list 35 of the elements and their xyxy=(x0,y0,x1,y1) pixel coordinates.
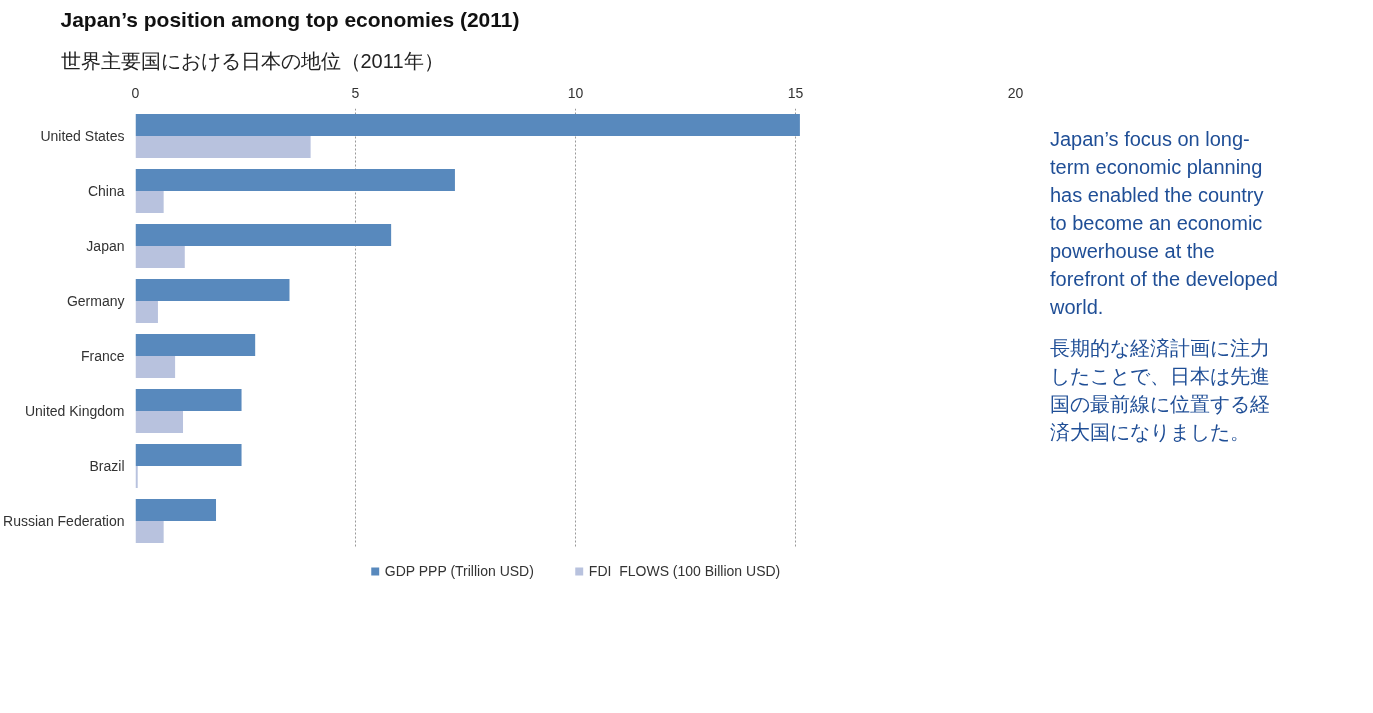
y-tick-label: Russian Federation xyxy=(3,513,125,529)
bar xyxy=(135,466,138,488)
bar xyxy=(135,246,185,268)
bar xyxy=(135,191,164,213)
y-tick-label: France xyxy=(80,348,125,364)
bar xyxy=(135,499,217,521)
y-tick-label: United Kingdom xyxy=(24,403,125,419)
text: 長期的な経済計画に注力したことで、日本は先進国の最前線に位置する経済大国になりました。 xyxy=(1050,336,1271,445)
bar xyxy=(135,521,164,543)
x-tick-label: 5 xyxy=(351,84,360,101)
text: Japan’s focus on long-term economic planning has enabled the country to become an economic powerhouse at the forefront of the developed world. xyxy=(1050,127,1279,320)
bar xyxy=(135,444,242,466)
chart-subtitle: 世界主要国における日本の地位（2011年） xyxy=(60,50,444,72)
bar xyxy=(135,411,184,433)
chart-title: Japan’s position among top economies (2011) xyxy=(60,7,520,31)
bar xyxy=(135,169,455,191)
bar xyxy=(135,301,158,323)
x-tick-label: 20 xyxy=(1007,84,1024,101)
y-tick-label: Japan xyxy=(86,238,125,254)
bar xyxy=(135,224,392,246)
x-tick-label: 0 xyxy=(131,84,140,101)
y-tick-label: Germany xyxy=(66,293,125,309)
bar xyxy=(135,279,290,301)
y-tick-label: Brazil xyxy=(89,458,125,474)
y-tick-label: China xyxy=(87,183,125,199)
x-tick-label: 10 xyxy=(567,84,584,101)
x-tick-label: 15 xyxy=(787,84,804,101)
legend-label: GDP PPP (Trillion USD) xyxy=(384,563,534,579)
bar xyxy=(135,136,311,158)
bar xyxy=(135,389,242,411)
y-tick-label: United States xyxy=(40,128,125,144)
bar xyxy=(135,334,256,356)
bar xyxy=(135,114,800,136)
legend-label: FDI FLOWS (100 Billion USD) xyxy=(588,563,781,579)
bar xyxy=(135,356,176,378)
